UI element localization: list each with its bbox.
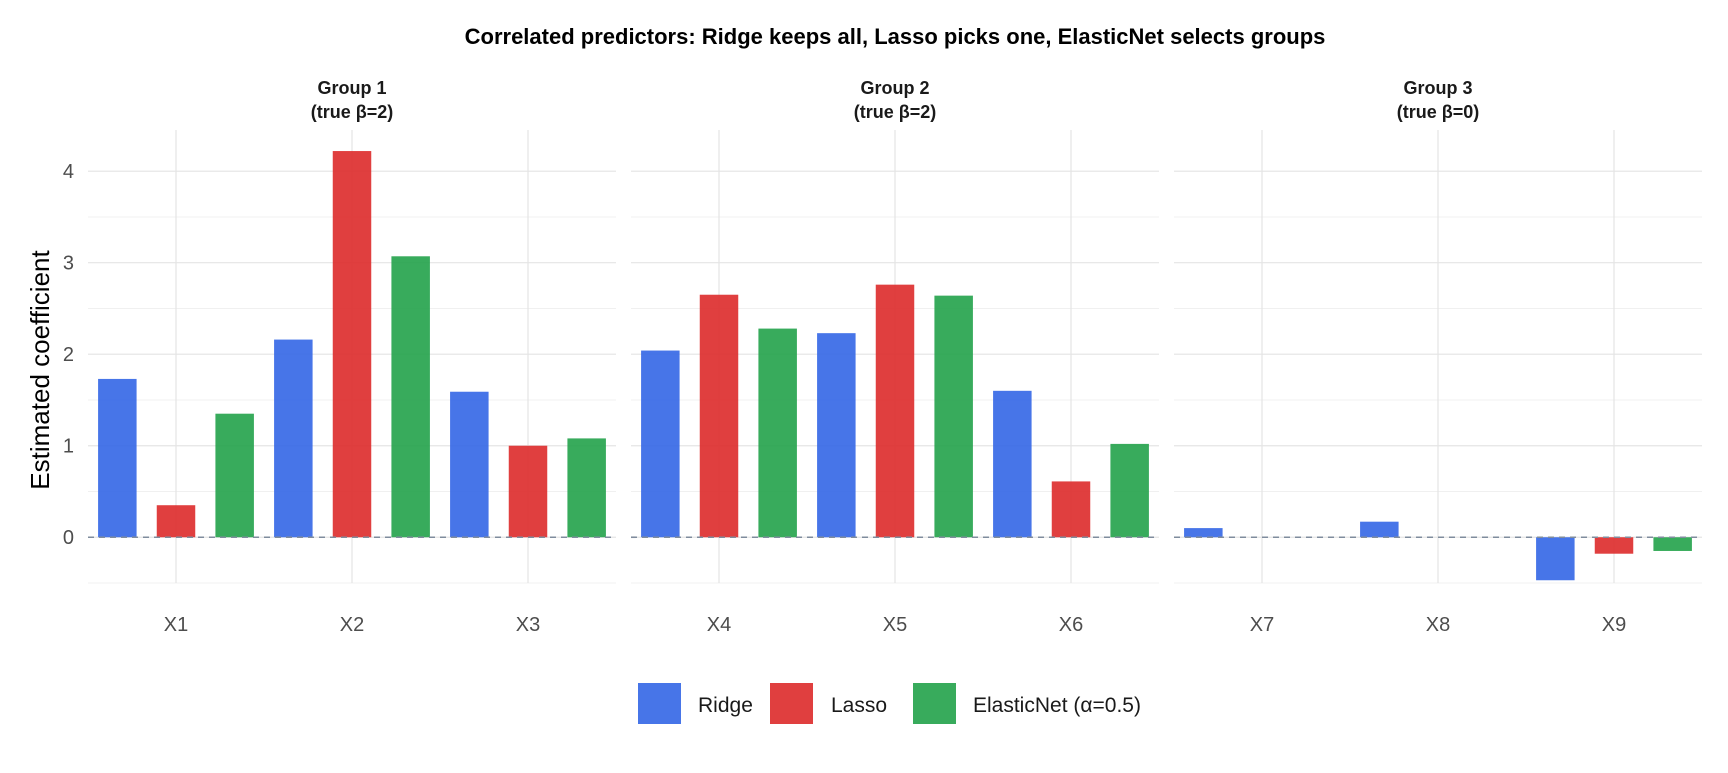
x-tick-label: X1: [164, 614, 188, 636]
bar: [699, 294, 739, 538]
bar: [1110, 443, 1149, 538]
y-tick-label: 1: [63, 436, 74, 458]
legend-label: Ridge: [698, 694, 753, 717]
facet-subtitle: (true β=2): [854, 102, 937, 122]
x-tick-label: X9: [1602, 614, 1626, 636]
bar: [1594, 537, 1634, 554]
bar: [641, 350, 680, 538]
legend-label: ElasticNet (α=0.5): [973, 694, 1141, 717]
bar: [508, 445, 548, 538]
bar: [156, 505, 196, 538]
facet-title: Group 1: [317, 78, 386, 98]
bar: [1536, 537, 1575, 581]
legend-key: [913, 683, 956, 724]
x-tick-label: X2: [340, 614, 364, 636]
x-tick-label: X5: [883, 614, 907, 636]
bar: [817, 333, 856, 538]
x-tick-label: X3: [516, 614, 540, 636]
bar: [450, 391, 489, 538]
chart-title: Correlated predictors: Ridge keeps all, …: [465, 24, 1326, 49]
bar: [875, 284, 915, 538]
bar: [391, 256, 430, 538]
x-tick-label: X6: [1059, 614, 1083, 636]
y-axis-label: Estimated coefficient: [25, 250, 55, 490]
y-tick-label: 3: [63, 253, 74, 275]
y-tick-label: 4: [63, 161, 74, 183]
bar: [934, 295, 973, 538]
legend-key: [638, 683, 681, 724]
bar: [1051, 481, 1091, 538]
bar: [567, 438, 606, 538]
bar: [993, 390, 1032, 538]
bar: [98, 378, 137, 538]
bar: [1653, 537, 1692, 551]
x-tick-label: X4: [707, 614, 731, 636]
bar: [1184, 528, 1223, 538]
y-tick-label: 0: [63, 527, 74, 549]
bar: [758, 328, 797, 538]
facet-panel: Group 2 (true β=2) X4 X5 X6: [631, 78, 1159, 636]
facet-subtitle: (true β=2): [311, 102, 394, 122]
bar: [215, 413, 254, 538]
legend: Ridge Lasso ElasticNet (α=0.5): [638, 683, 1141, 724]
facet-subtitle: (true β=0): [1397, 102, 1480, 122]
facet-title: Group 3: [1403, 78, 1472, 98]
x-tick-label: X7: [1250, 614, 1274, 636]
bar: [332, 151, 372, 538]
facet-panels: Group 1 (true β=2) X1 X2 X3 Group 2 (true β=2)…: [63, 78, 1702, 636]
facet-title: Group 2: [860, 78, 929, 98]
legend-label: Lasso: [831, 694, 887, 717]
y-tick-label: 2: [63, 344, 74, 366]
facet-panel: Group 3 (true β=0) X7 X8 X9: [1174, 78, 1702, 636]
bar: [274, 339, 313, 538]
facet-panel: Group 1 (true β=2) X1 X2 X3: [88, 78, 616, 636]
legend-key: [770, 683, 813, 724]
bar: [1360, 521, 1399, 538]
x-tick-label: X8: [1426, 614, 1450, 636]
